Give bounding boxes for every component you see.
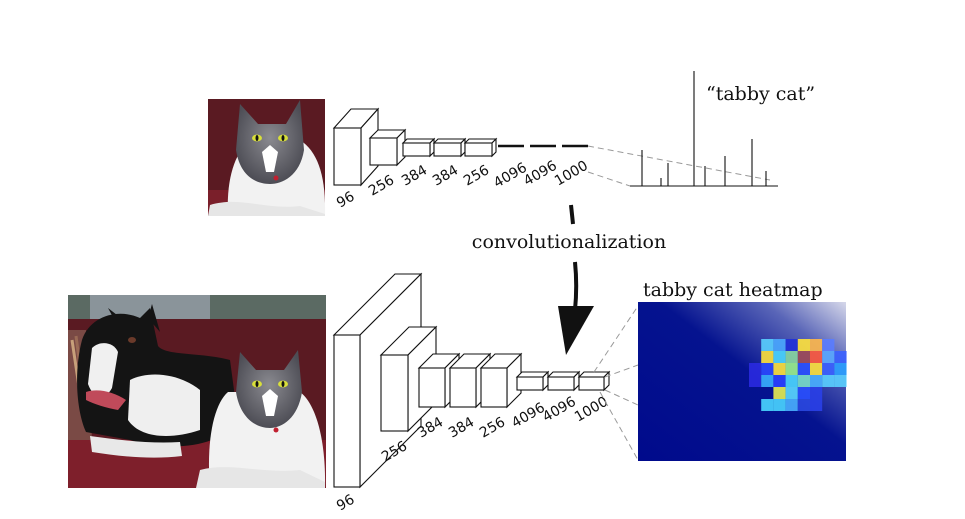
heatmap-cell xyxy=(785,399,798,411)
heatmap-cell xyxy=(761,375,774,387)
heatmap-cell xyxy=(797,375,810,387)
convolutionalization-arrow xyxy=(558,204,594,355)
heatmap-cell xyxy=(785,351,798,363)
heatmap-cell xyxy=(761,399,774,411)
heatmap-cell xyxy=(785,363,798,375)
heatmap-cell xyxy=(810,387,823,399)
top-conv2-box xyxy=(368,128,407,167)
top-label-256: 256 xyxy=(366,172,397,199)
heatmap-cell xyxy=(822,363,835,375)
top-network xyxy=(332,107,498,187)
heatmap-cell xyxy=(810,339,823,351)
heatmap-cell xyxy=(761,339,774,351)
bottom-label-1000: 1000 xyxy=(572,394,611,426)
bottom-label-96: 96 xyxy=(334,492,358,515)
bottom-conv2-box xyxy=(379,325,438,433)
bottom-label-256b: 256 xyxy=(477,414,508,441)
heatmap-cell xyxy=(785,387,798,399)
heatmap-cell xyxy=(810,399,823,411)
heatmap-cell xyxy=(785,375,798,387)
top-label-384b: 384 xyxy=(430,162,461,189)
top-conv4-box xyxy=(432,137,467,158)
bottom-fc8-box xyxy=(577,370,611,392)
top-label-1000: 1000 xyxy=(552,158,591,190)
heatmap-cell xyxy=(822,351,835,363)
top-label-384a: 384 xyxy=(399,162,430,189)
heatmap-cell xyxy=(785,339,798,351)
heatmap-cell xyxy=(761,351,774,363)
top-conv1-box xyxy=(332,107,380,187)
heatmap-cell xyxy=(797,351,810,363)
bottom-conv1-box xyxy=(332,272,423,489)
bottom-fc6-box xyxy=(515,370,550,392)
top-label-256b: 256 xyxy=(461,162,492,189)
heatmap-cell xyxy=(761,363,774,375)
top-conv3-box xyxy=(401,137,436,158)
heatmap-cell xyxy=(773,363,786,375)
heatmap-cell xyxy=(834,375,847,387)
heatmap-cell xyxy=(834,363,847,375)
bottom-label-384b: 384 xyxy=(446,414,477,441)
heatmap-cell xyxy=(834,351,847,363)
heatmap-cell xyxy=(773,387,786,399)
bottom-label-4096b: 4096 xyxy=(540,394,579,426)
bottom-fc7-box xyxy=(546,370,581,392)
class-score-histogram xyxy=(630,71,778,187)
top-dashed-lines xyxy=(587,145,771,187)
tabby-cat-heatmap xyxy=(638,302,847,461)
heatmap-hot-cells xyxy=(749,339,847,411)
top-cat-photo xyxy=(208,99,326,216)
heatmap-cell xyxy=(773,399,786,411)
heatmap-title: tabby cat heatmap xyxy=(643,279,823,301)
heatmap-cell xyxy=(773,339,786,351)
heatmap-cell xyxy=(822,339,835,351)
top-label-96: 96 xyxy=(334,189,358,212)
bottom-dog-cat-photo xyxy=(68,295,326,488)
bottom-network xyxy=(332,272,611,489)
heatmap-cell xyxy=(797,363,810,375)
heatmap-cell xyxy=(797,387,810,399)
output-class-label: “tabby cat” xyxy=(706,83,815,105)
convolutionalization-label: convolutionalization xyxy=(472,231,666,253)
bottom-dashed-lines xyxy=(593,305,639,461)
heatmap-cell xyxy=(797,399,810,411)
heatmap-cell xyxy=(822,375,835,387)
heatmap-cell xyxy=(810,363,823,375)
heatmap-cell xyxy=(749,363,762,375)
heatmap-cell xyxy=(797,339,810,351)
bottom-conv5-box xyxy=(479,352,523,409)
heatmap-cell xyxy=(749,375,762,387)
heatmap-cell xyxy=(810,351,823,363)
heatmap-cell xyxy=(773,375,786,387)
top-conv5-box xyxy=(463,137,498,158)
heatmap-cell xyxy=(810,375,823,387)
heatmap-cell xyxy=(773,351,786,363)
